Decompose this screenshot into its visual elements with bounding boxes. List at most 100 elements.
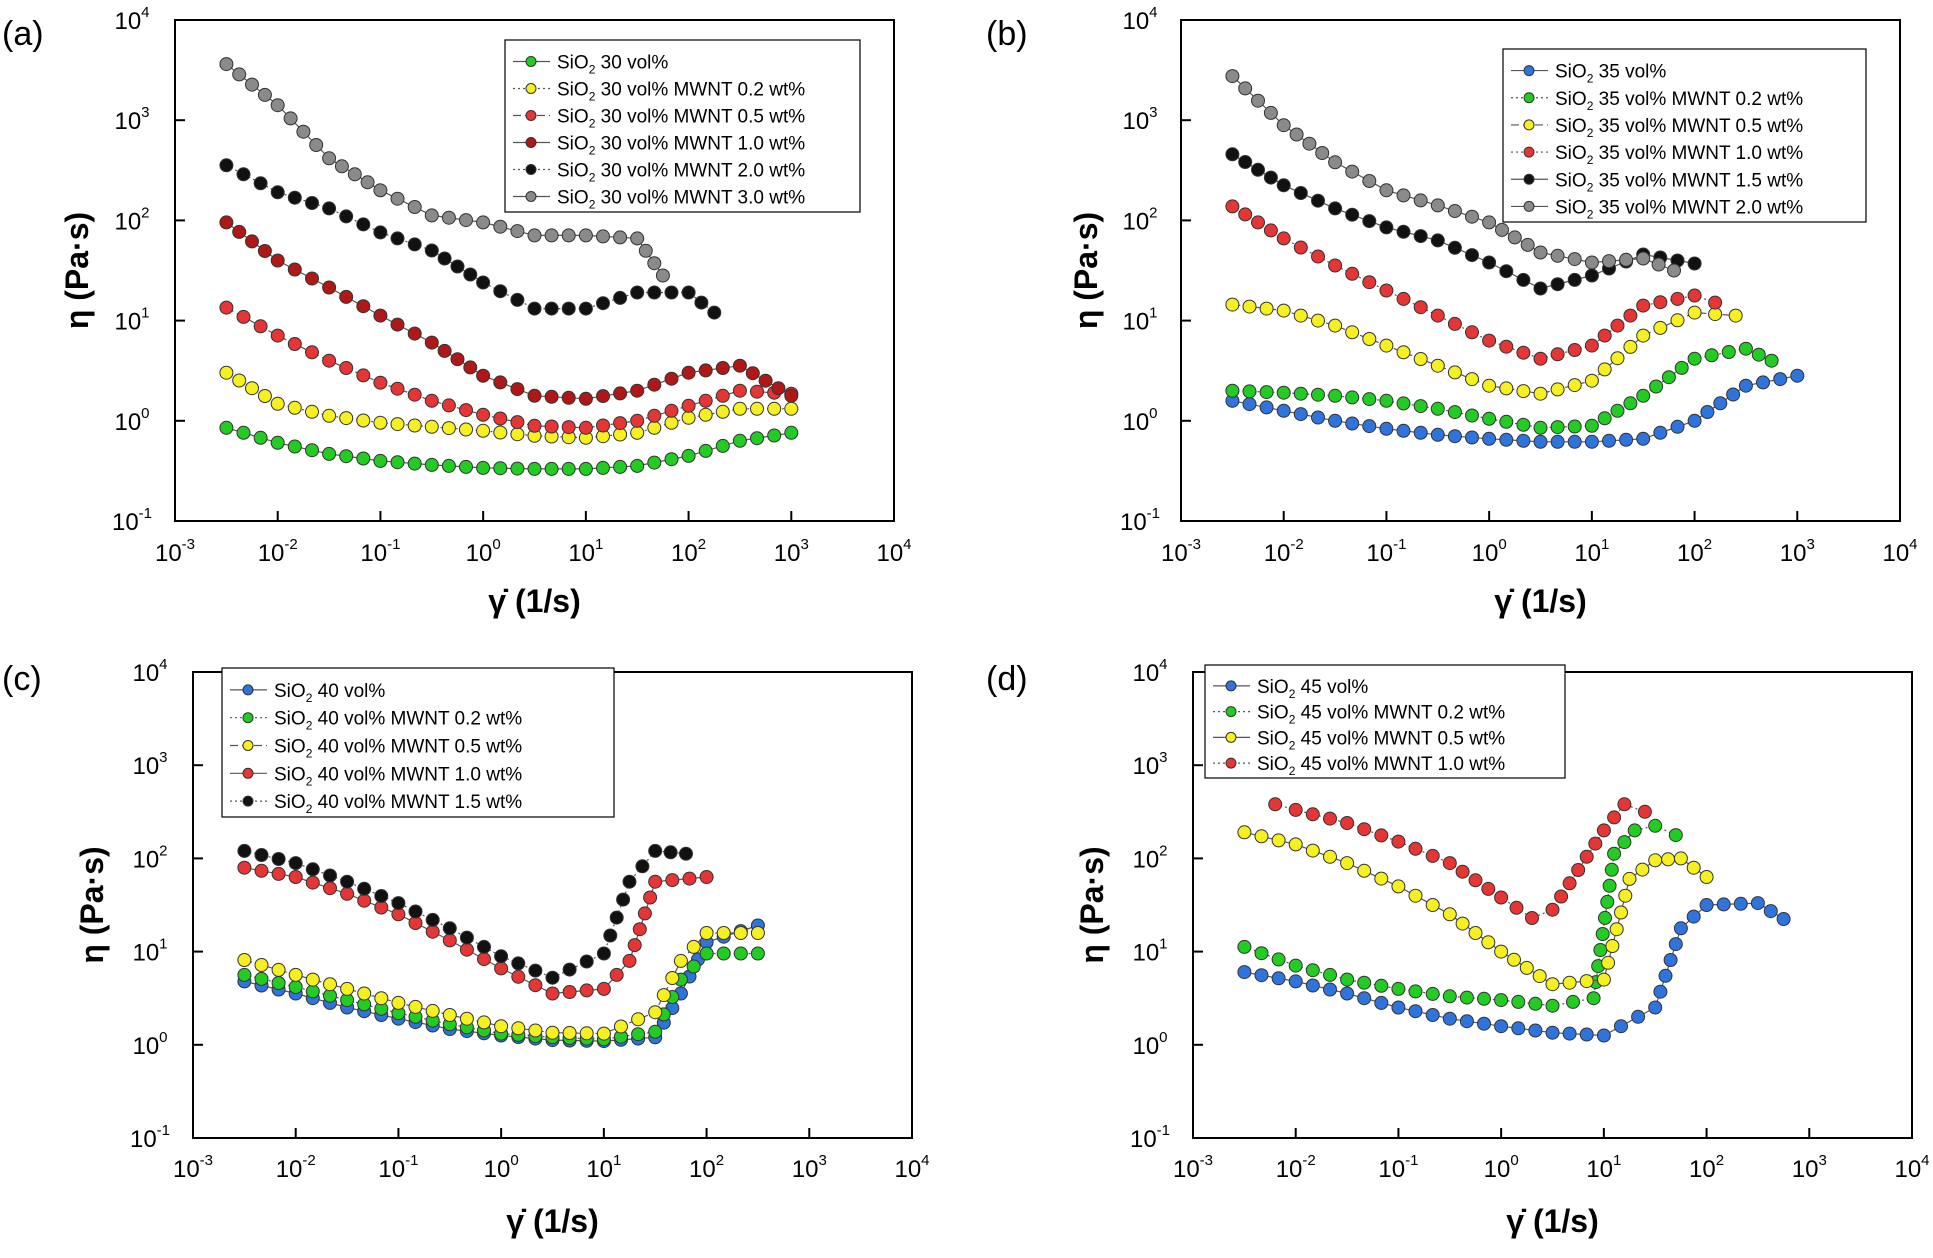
data-point	[613, 416, 628, 431]
data-point	[698, 393, 713, 408]
data-point	[373, 415, 388, 430]
data-point	[1507, 952, 1521, 967]
data-point	[784, 401, 799, 416]
y-tick-label: 102	[114, 204, 149, 235]
data-point	[1586, 991, 1601, 1006]
data-point	[1276, 303, 1291, 318]
data-point	[1567, 419, 1582, 434]
data-point	[1509, 900, 1524, 915]
data-point	[1716, 897, 1731, 912]
data-point	[647, 420, 662, 435]
data-point	[1653, 425, 1668, 440]
data-point	[1430, 308, 1445, 323]
data-point	[339, 411, 354, 426]
data-point	[1263, 105, 1278, 120]
data-point	[1571, 863, 1586, 877]
data-point	[1623, 339, 1638, 354]
data-point	[1468, 873, 1483, 888]
data-point	[1738, 378, 1753, 393]
data-point	[270, 435, 285, 450]
data-point	[1648, 1000, 1663, 1015]
data-point	[1668, 828, 1683, 843]
data-point	[373, 225, 388, 240]
data-point	[340, 874, 355, 889]
data-point	[391, 995, 406, 1010]
data-point	[1271, 833, 1286, 848]
data-point	[1520, 237, 1535, 252]
data-point	[682, 871, 697, 886]
data-point	[288, 870, 303, 884]
data-point	[544, 389, 559, 404]
legend-label: SiO2 30 vol% MWNT 0.2 wt%	[557, 80, 805, 104]
series-1	[1237, 896, 1791, 1043]
data-point	[1733, 896, 1748, 911]
data-point	[544, 419, 559, 434]
data-point	[1425, 898, 1440, 912]
data-point	[357, 986, 372, 1001]
data-point	[1271, 952, 1286, 967]
data-point	[1345, 416, 1360, 431]
x-tick-label: 100	[466, 536, 501, 567]
legend-box	[504, 39, 861, 213]
data-point	[1362, 214, 1377, 229]
data-point	[1495, 222, 1509, 237]
series-4	[1225, 199, 1723, 366]
data-point	[236, 425, 251, 440]
series-line	[226, 221, 792, 400]
data-point	[647, 256, 662, 271]
data-point	[1533, 434, 1548, 449]
data-point	[1311, 193, 1325, 208]
panel-label: (b)	[986, 15, 1028, 53]
data-point	[1465, 209, 1479, 224]
x-tick-label: 100	[1472, 536, 1507, 567]
data-point	[339, 449, 354, 464]
data-point	[1635, 862, 1650, 877]
data-point	[477, 939, 491, 954]
data-point	[219, 420, 234, 435]
data-point	[1567, 378, 1582, 393]
data-point	[1345, 390, 1360, 405]
y-tick-label: 102	[132, 842, 167, 873]
data-point	[1237, 825, 1252, 840]
data-point	[1357, 863, 1372, 878]
data-point	[322, 201, 337, 216]
data-point	[1396, 188, 1411, 203]
data-point	[253, 176, 268, 191]
data-point	[459, 942, 474, 957]
data-point	[356, 217, 371, 232]
legend-marker	[525, 83, 537, 94]
data-point	[1323, 811, 1337, 826]
data-point	[750, 431, 764, 446]
data-point	[1442, 907, 1457, 922]
data-point	[270, 253, 285, 268]
data-point	[1649, 379, 1664, 394]
data-point	[715, 361, 730, 375]
data-point	[236, 167, 251, 182]
data-point	[1670, 291, 1685, 306]
legend-label: SiO2 30 vol% MWNT 1.0 wt%	[557, 134, 805, 158]
series-line	[226, 307, 792, 429]
data-point	[1345, 266, 1360, 281]
data-point	[305, 443, 319, 458]
data-point	[374, 991, 389, 1006]
data-point	[305, 862, 320, 877]
legend: SiO2 30 vol% SiO2 30 vol% MWNT 0.2 wt% SiO…	[504, 39, 861, 213]
series-5	[237, 843, 693, 985]
data-point	[322, 151, 337, 166]
data-point	[407, 418, 422, 433]
data-point	[681, 285, 696, 300]
data-point	[1494, 944, 1509, 959]
data-point	[323, 868, 337, 883]
data-point	[237, 860, 252, 875]
data-point	[493, 375, 508, 390]
data-point	[1600, 894, 1615, 909]
data-point	[699, 946, 714, 961]
data-point	[1636, 431, 1651, 446]
data-point	[1550, 434, 1565, 449]
data-point	[1728, 308, 1743, 323]
data-point	[1614, 1019, 1628, 1034]
x-axis-title: γ̇ (1/s)	[1494, 583, 1586, 619]
data-point	[463, 267, 478, 282]
data-point	[1276, 231, 1291, 246]
x-tick-label: 103	[1792, 1152, 1827, 1183]
